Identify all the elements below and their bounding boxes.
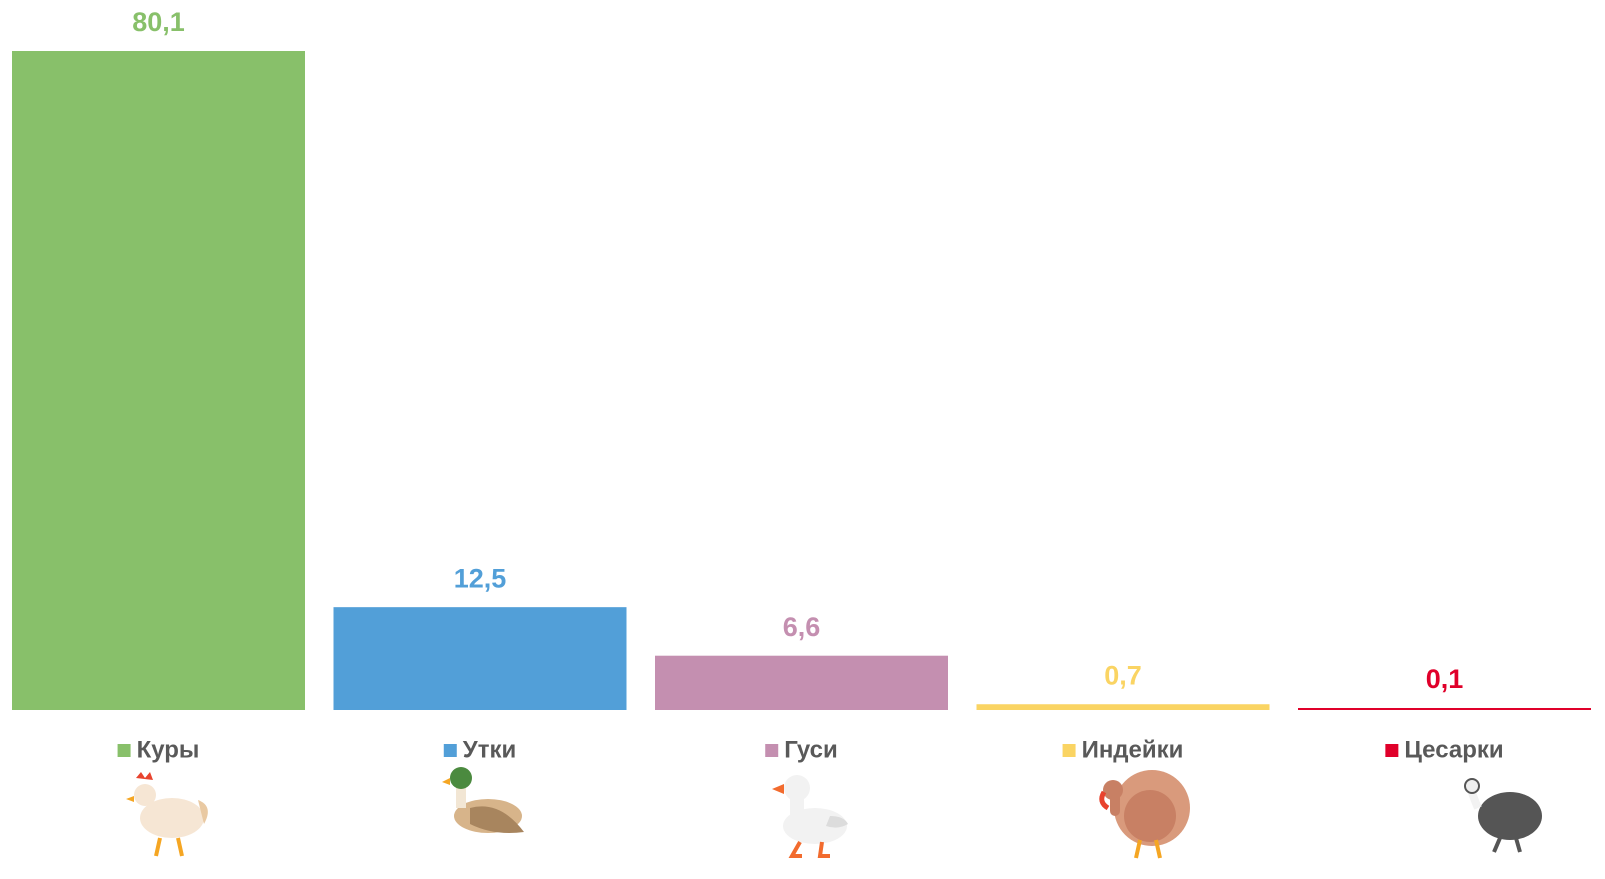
value-label: 6,6	[783, 612, 821, 642]
chicken-icon	[126, 772, 208, 857]
bar	[655, 655, 948, 710]
legend-label: Индейки	[1082, 736, 1184, 763]
bar	[12, 51, 305, 710]
duck-icon	[442, 767, 524, 833]
bar	[1298, 708, 1591, 710]
legend-swatch	[443, 744, 457, 757]
legend-label: Утки	[463, 736, 516, 763]
legend-swatch	[765, 744, 779, 757]
legend-swatch	[117, 744, 131, 757]
value-label: 0,1	[1426, 664, 1464, 694]
legend-label: Куры	[137, 736, 200, 763]
bird-icons	[126, 767, 1542, 859]
goose-icon	[772, 775, 848, 858]
value-label: 80,1	[132, 7, 185, 37]
legend-label: Гуси	[784, 736, 838, 763]
legend-label: Цесарки	[1404, 736, 1503, 763]
legend-swatch	[1385, 744, 1399, 757]
value-label: 0,7	[1104, 660, 1142, 690]
guineafowl-icon	[1464, 778, 1542, 853]
legend-swatch	[1062, 744, 1076, 757]
value-label: 12,5	[454, 563, 507, 593]
bar	[976, 704, 1270, 710]
bar	[333, 607, 627, 710]
turkey-icon	[1099, 770, 1190, 859]
